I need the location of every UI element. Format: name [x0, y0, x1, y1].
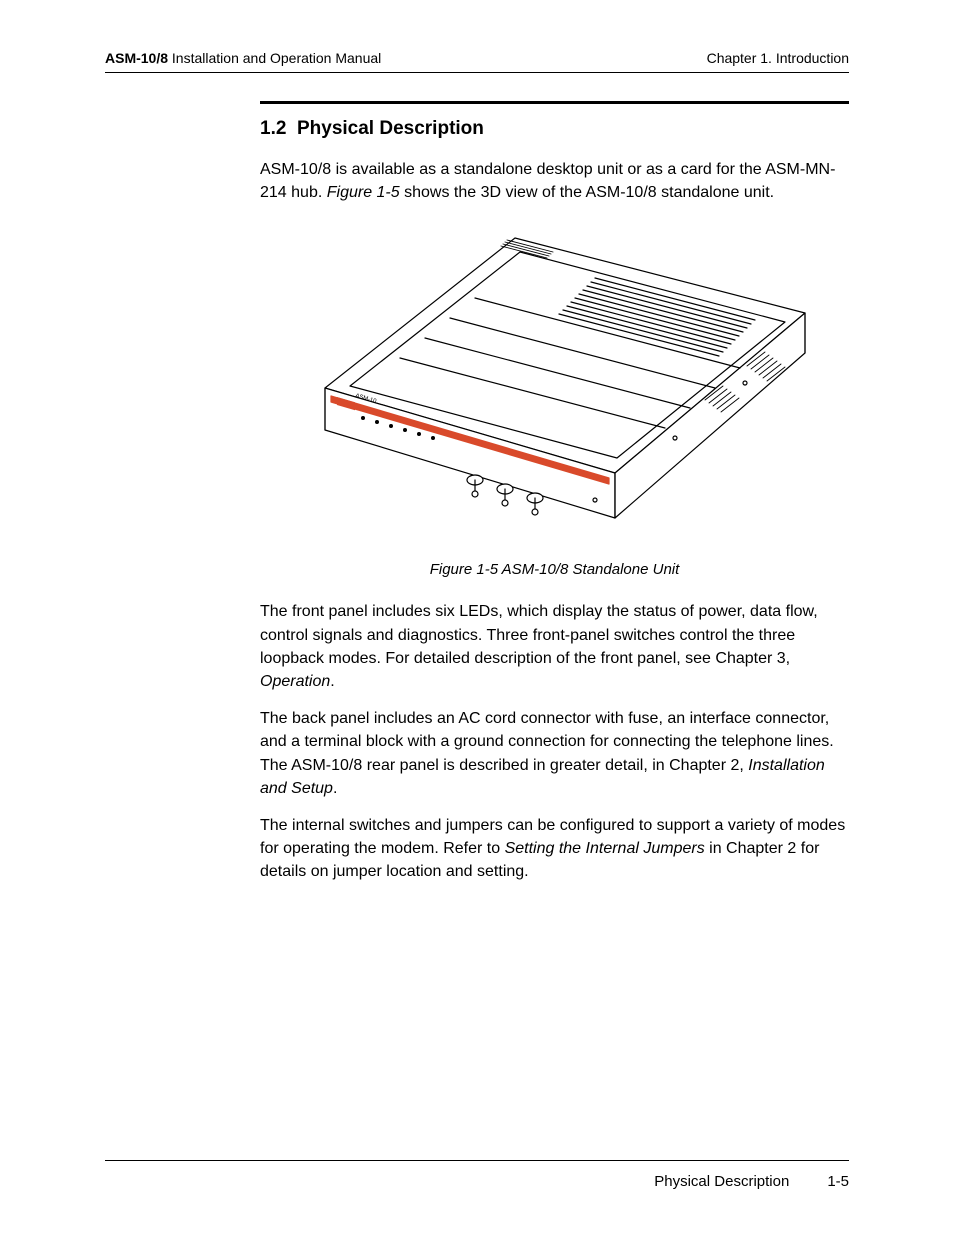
- footer-page-number: 1-5: [827, 1173, 849, 1190]
- section-number: 1.2: [260, 118, 286, 139]
- section-rule: [260, 101, 849, 104]
- p2-ref: Operation: [260, 673, 330, 690]
- paragraph-2: The front panel includes six LEDs, which…: [260, 600, 849, 693]
- header-chapter: Chapter 1. Introduction: [707, 50, 849, 66]
- paragraph-1: ASM-10/8 is available as a standalone de…: [260, 158, 849, 204]
- figure-caption: Figure 1-5 ASM-10/8 Standalone Unit: [260, 561, 849, 578]
- device-illustration: ASM-10: [295, 218, 815, 548]
- section-heading: 1.2 Physical Description: [260, 118, 849, 140]
- section-title-text: Physical Description: [297, 118, 484, 139]
- p1-figure-ref: Figure 1-5: [327, 184, 400, 201]
- header-title-bold: ASM-10/8: [105, 50, 168, 66]
- figure-container: ASM-10 Figure 1-5 ASM-10/8 Standalone Un…: [260, 218, 849, 578]
- footer-section-name: Physical Description: [654, 1173, 789, 1190]
- p1-text-b: shows the 3D view of the ASM-10/8 standa…: [400, 184, 774, 201]
- header-doc-title: ASM-10/8 Installation and Operation Manu…: [105, 50, 381, 66]
- p3-text-b: .: [333, 780, 337, 797]
- paragraph-3: The back panel includes an AC cord conne…: [260, 707, 849, 800]
- content-area: 1.2 Physical Description ASM-10/8 is ava…: [260, 101, 849, 1160]
- header-title-rest: Installation and Operation Manual: [168, 50, 381, 66]
- p2-text-a: The front panel includes six LEDs, which…: [260, 603, 818, 666]
- page-header: ASM-10/8 Installation and Operation Manu…: [105, 50, 849, 73]
- page-footer: Physical Description 1-5: [105, 1160, 849, 1190]
- page: ASM-10/8 Installation and Operation Manu…: [0, 0, 954, 1235]
- paragraph-4: The internal switches and jumpers can be…: [260, 814, 849, 884]
- p4-ref: Setting the Internal Jumpers: [505, 840, 705, 857]
- p2-text-b: .: [330, 673, 334, 690]
